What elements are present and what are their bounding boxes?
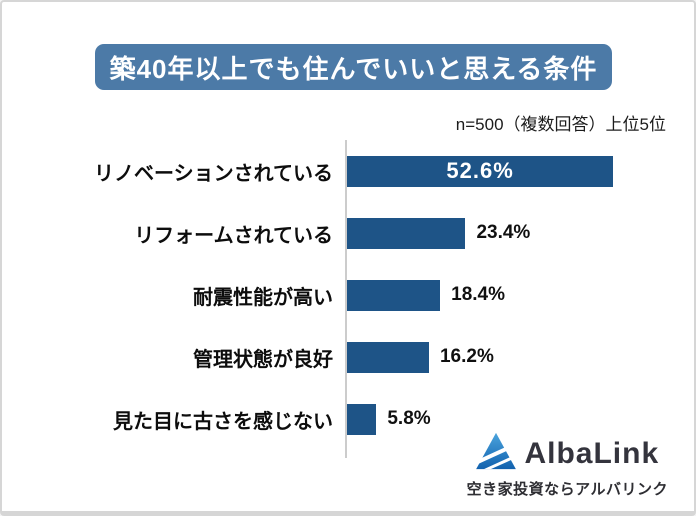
bar-track: 16.2% [347, 341, 676, 373]
mountain-triangle-icon [475, 432, 517, 475]
bar-track: 5.8% [347, 403, 676, 435]
bar-value-inside: 52.6% [446, 158, 514, 183]
y-axis-line [345, 140, 347, 458]
bar-value-outside: 16.2% [439, 346, 494, 367]
category-label: リノベーションされている [94, 162, 333, 185]
chart-row: 耐震性能が高い 18.4% [2, 264, 676, 326]
chart-row: 管理状態が良好 16.2% [2, 326, 676, 388]
chart-rows: リノベーションされている 52.6% リフォームされている 23.4% 耐震性能… [2, 140, 676, 450]
survey-note: n=500（複数回答）上位5位 [455, 115, 666, 134]
bar-track: 18.4% [347, 279, 676, 311]
chart-row: 見た目に古さを感じない 5.8% [2, 388, 676, 450]
category-label: リフォームされている [134, 224, 333, 247]
bar: 52.6% [347, 155, 614, 187]
chart-title-banner: 築40年以上でも住んでいいと思える条件 [95, 44, 612, 90]
chart-title: 築40年以上でも住んでいいと思える条件 [109, 53, 598, 84]
category-label: 管理状態が良好 [193, 348, 333, 371]
bar-value-outside: 18.4% [451, 284, 505, 305]
bar-track: 23.4% [347, 217, 676, 249]
chart-row: リフォームされている 23.4% [2, 202, 676, 264]
bar [347, 403, 377, 435]
logo-brand-text: AlbaLink [524, 436, 660, 470]
logo-tagline: 空き家投資ならアルバリンク [466, 481, 668, 498]
chart-row: リノベーションされている 52.6% [2, 140, 676, 202]
logo-row: AlbaLink [475, 432, 659, 475]
bar-value-outside: 5.8% [387, 408, 431, 429]
bar [347, 217, 466, 249]
bar [347, 341, 429, 373]
bar-chart: リノベーションされている 52.6% リフォームされている 23.4% 耐震性能… [2, 140, 676, 458]
bar [347, 279, 441, 311]
bar-value-outside: 23.4% [476, 222, 531, 243]
bar-track: 52.6% [347, 155, 676, 187]
albalink-logo: AlbaLink 空き家投資ならアルバリンク [467, 432, 668, 499]
category-label: 耐震性能が高い [193, 286, 333, 309]
category-label: 見た目に古さを感じない [113, 410, 333, 433]
